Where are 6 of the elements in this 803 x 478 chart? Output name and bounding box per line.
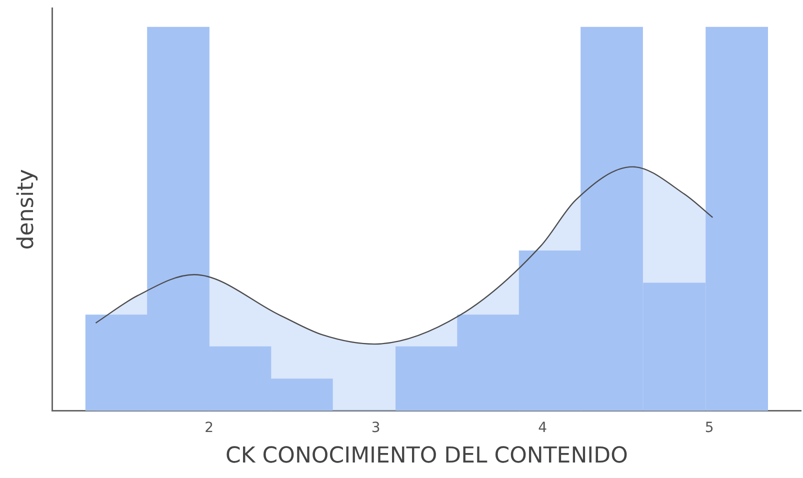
x-tick-label: 4 [538, 420, 548, 436]
x-tick-label: 5 [704, 420, 714, 436]
x-tick-label: 2 [204, 420, 214, 436]
x-tick-label: 3 [371, 420, 380, 436]
x-axis-title: CK CONOCIMIENTO DEL CONTENIDO [225, 444, 628, 469]
y-axis-title: density [14, 169, 39, 250]
